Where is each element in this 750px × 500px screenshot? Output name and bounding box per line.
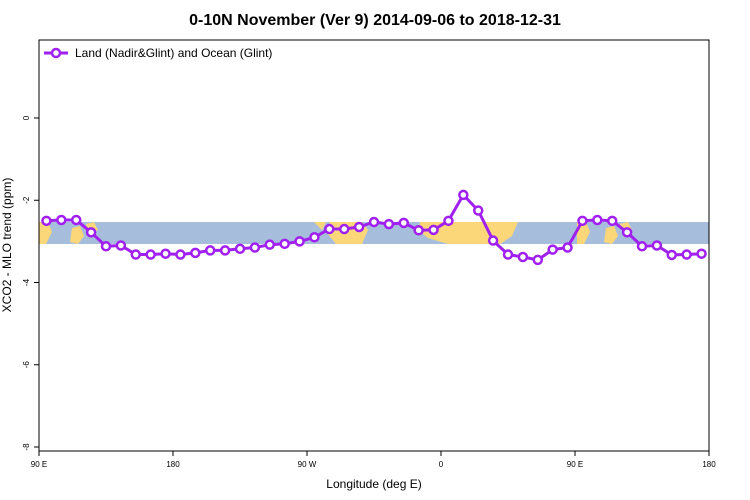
data-point xyxy=(696,248,707,259)
data-point xyxy=(234,243,246,255)
data-point xyxy=(56,214,67,226)
data-point xyxy=(547,244,558,255)
data-point xyxy=(115,240,127,251)
data-point xyxy=(100,241,112,252)
data-point xyxy=(562,242,573,253)
x-tick-label: 180 xyxy=(702,460,716,469)
y-axis: 0 -2 -4 -6 -8 xyxy=(22,115,39,451)
data-point xyxy=(338,223,350,235)
y-tick-label: 0 xyxy=(22,115,31,120)
data-point xyxy=(577,215,588,227)
data-point xyxy=(219,245,231,256)
x-tick-label: 180 xyxy=(166,460,180,469)
land-patch-borneo xyxy=(70,226,84,244)
y-tick-label: -8 xyxy=(22,443,31,451)
data-point xyxy=(443,215,454,227)
data-point xyxy=(309,232,320,243)
data-point xyxy=(606,215,618,227)
data-point xyxy=(592,214,603,226)
land-patch-centralamerica xyxy=(314,222,326,230)
land-patch-borneo-2 xyxy=(604,226,618,244)
data-point xyxy=(324,223,335,235)
data-point xyxy=(294,236,305,247)
y-tick-label: -2 xyxy=(22,196,31,204)
data-point xyxy=(458,189,469,201)
plot-frame xyxy=(38,39,710,452)
y-tick-label: -4 xyxy=(22,278,31,286)
data-point xyxy=(41,215,52,227)
x-tick-label: 90 W xyxy=(298,460,317,469)
data-point xyxy=(666,249,678,261)
data-point xyxy=(681,249,692,260)
data-point xyxy=(413,225,424,236)
data-point xyxy=(85,227,97,238)
data-point xyxy=(160,248,171,259)
legend-marker xyxy=(50,47,62,59)
data-point xyxy=(368,216,380,228)
y-axis-label: XCO2 - MLO trend (ppm) xyxy=(0,178,14,313)
x-tick-label: 90 E xyxy=(31,460,47,469)
x-axis-label: Longitude (deg E) xyxy=(326,477,421,491)
data-point xyxy=(353,221,365,233)
data-point xyxy=(190,247,201,259)
x-tick-label: 0 xyxy=(439,460,444,469)
legend: Land (Nadir&Glint) and Ocean (Glint) xyxy=(44,46,272,60)
data-point xyxy=(651,240,663,251)
data-point xyxy=(517,251,529,263)
data-point xyxy=(130,249,142,260)
land-patch-sumatra xyxy=(39,222,52,244)
data-point xyxy=(472,205,484,216)
y-tick-label: -6 xyxy=(22,361,31,369)
data-point xyxy=(532,254,544,266)
data-point xyxy=(279,238,290,250)
x-tick-label: 90 E xyxy=(567,460,583,469)
data-point xyxy=(145,249,156,260)
data-point xyxy=(204,245,216,256)
x-axis: 90 E 180 90 W 0 90 E 180 xyxy=(31,451,716,469)
legend-label: Land (Nadir&Glint) and Ocean (Glint) xyxy=(75,46,272,60)
data-point xyxy=(398,217,410,229)
data-point xyxy=(264,239,276,250)
data-point xyxy=(383,218,395,230)
chart-title: 0-10N November (Ver 9) 2014-09-06 to 201… xyxy=(189,12,561,29)
data-point xyxy=(175,249,186,260)
data-point xyxy=(70,214,82,226)
data-point xyxy=(428,224,439,236)
series-layer xyxy=(41,189,707,266)
data-point xyxy=(502,249,514,260)
data-point xyxy=(636,241,648,252)
data-point xyxy=(487,235,499,246)
ocean-band xyxy=(39,222,709,244)
data-point xyxy=(621,227,633,238)
data-point xyxy=(249,242,261,253)
